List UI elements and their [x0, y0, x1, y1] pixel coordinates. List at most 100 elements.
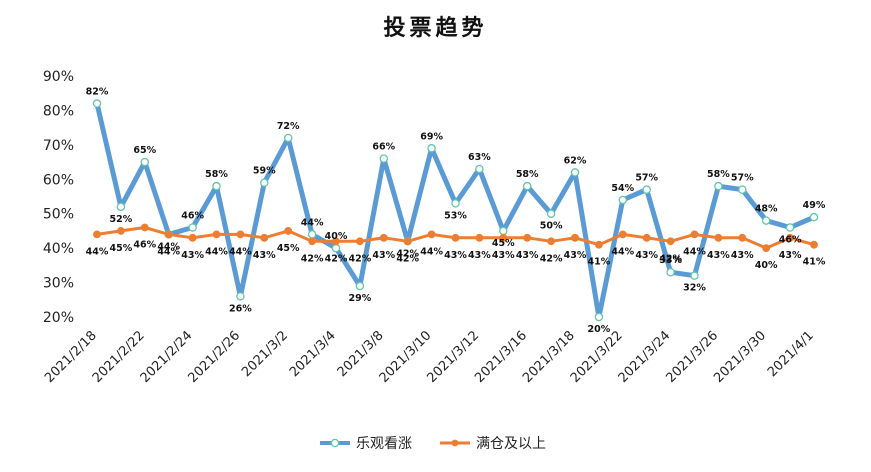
data-label-full-position: 43% — [731, 250, 754, 261]
data-point-optimistic — [427, 144, 436, 153]
data-label-optimistic: 40% — [325, 231, 348, 242]
y-tick-label: 60% — [43, 172, 74, 188]
data-point-full-position — [571, 233, 579, 242]
data-label-optimistic: 57% — [731, 173, 754, 184]
data-label-optimistic: 62% — [564, 155, 587, 166]
data-point-full-position — [666, 237, 675, 246]
data-label-optimistic: 45% — [492, 238, 515, 249]
data-label-full-position: 42% — [301, 253, 324, 264]
data-label-optimistic: 20% — [588, 324, 611, 335]
data-label-optimistic: 33% — [659, 255, 682, 266]
data-label-optimistic: 46% — [181, 210, 204, 221]
data-point-full-position — [642, 233, 651, 242]
data-point-optimistic — [236, 292, 245, 301]
data-label-full-position: 43% — [564, 250, 587, 261]
data-label-full-position: 44% — [229, 246, 252, 257]
y-tick-label: 80% — [43, 103, 74, 119]
data-point-full-position — [260, 233, 269, 242]
data-label-optimistic: 53% — [444, 210, 467, 221]
data-point-full-position — [188, 233, 197, 242]
data-point-optimistic — [307, 230, 317, 239]
data-label-full-position: 43% — [468, 250, 491, 261]
data-label-full-position: 45% — [110, 243, 133, 254]
data-point-full-position — [117, 227, 125, 235]
data-label-optimistic: 48% — [755, 204, 778, 215]
x-tick-label: 2021/3/4 — [287, 328, 339, 380]
data-label-optimistic: 58% — [516, 169, 539, 180]
data-label-optimistic: 50% — [540, 221, 563, 232]
data-label-optimistic: 46% — [779, 234, 802, 245]
x-tick-label: 2021/3/2 — [239, 328, 291, 380]
data-point-optimistic — [666, 267, 675, 277]
data-point-optimistic — [738, 185, 747, 194]
data-label-optimistic: 29% — [349, 293, 372, 304]
data-label-optimistic: 52% — [110, 214, 133, 225]
data-point-full-position — [523, 233, 532, 242]
legend-marker-optimistic — [330, 438, 340, 448]
data-label-full-position: 43% — [516, 250, 539, 261]
data-label-optimistic: 44% — [157, 241, 180, 252]
data-point-full-position — [595, 240, 603, 249]
data-label-full-position: 46% — [133, 239, 156, 250]
data-point-full-position — [786, 233, 794, 242]
data-label-optimistic: 26% — [229, 303, 252, 314]
data-point-full-position — [284, 227, 293, 235]
data-label-optimistic: 54% — [611, 183, 634, 194]
data-point-optimistic — [116, 202, 126, 212]
data-label-full-position: 45% — [277, 243, 300, 254]
y-tick-label: 90% — [43, 69, 74, 85]
data-point-optimistic — [714, 181, 723, 191]
data-point-optimistic — [690, 271, 699, 280]
data-label-full-position: 43% — [635, 250, 658, 261]
data-label-full-position: 43% — [372, 250, 395, 261]
data-point-full-position — [403, 237, 412, 246]
data-point-optimistic — [331, 243, 341, 253]
data-point-optimistic — [618, 195, 628, 205]
data-point-full-position — [93, 230, 101, 239]
data-point-optimistic — [594, 312, 604, 322]
data-label-optimistic: 49% — [803, 200, 826, 211]
data-label-optimistic: 57% — [635, 173, 658, 184]
data-point-optimistic — [546, 209, 556, 218]
data-label-optimistic: 42% — [396, 248, 419, 259]
data-point-full-position — [547, 237, 555, 246]
data-point-optimistic — [355, 281, 365, 291]
x-tick-label: 2021/4/1 — [765, 328, 817, 380]
data-label-optimistic: 72% — [277, 121, 300, 132]
data-point-full-position — [236, 230, 245, 239]
data-point-optimistic — [140, 157, 150, 167]
data-label-full-position: 44% — [611, 246, 634, 257]
y-tick-label: 40% — [43, 241, 74, 257]
data-point-full-position — [499, 233, 508, 242]
data-label-optimistic: 58% — [707, 169, 730, 180]
data-label-full-position: 44% — [157, 246, 180, 257]
data-point-optimistic — [785, 223, 795, 232]
data-label-full-position: 42% — [540, 253, 563, 264]
data-point-full-position — [164, 230, 173, 239]
data-point-optimistic — [499, 226, 508, 236]
data-point-optimistic — [92, 99, 102, 108]
data-point-optimistic — [379, 154, 389, 163]
data-point-optimistic — [188, 223, 197, 232]
data-label-full-position: 40% — [755, 260, 778, 271]
y-tick-label: 70% — [43, 138, 74, 154]
data-label-full-position: 43% — [779, 250, 802, 261]
data-label-full-position: 43% — [253, 250, 276, 261]
y-tick-label: 30% — [43, 276, 74, 292]
legend-label-full-position: 满仓及以上 — [476, 436, 546, 452]
data-point-full-position — [379, 233, 388, 242]
data-point-full-position — [212, 230, 221, 239]
data-label-optimistic: 32% — [683, 283, 706, 294]
data-label-full-position: 44% — [683, 246, 706, 257]
data-point-full-position — [738, 233, 747, 242]
data-label-full-position: 44% — [205, 246, 228, 257]
data-point-full-position — [427, 230, 436, 239]
data-point-full-position — [451, 233, 460, 242]
data-label-full-position: 41% — [803, 257, 826, 268]
data-label-full-position: 41% — [588, 257, 611, 268]
data-label-full-position: 43% — [492, 250, 515, 261]
data-point-full-position — [810, 240, 818, 249]
data-point-optimistic — [642, 185, 651, 194]
data-label-full-position: 43% — [707, 250, 730, 261]
